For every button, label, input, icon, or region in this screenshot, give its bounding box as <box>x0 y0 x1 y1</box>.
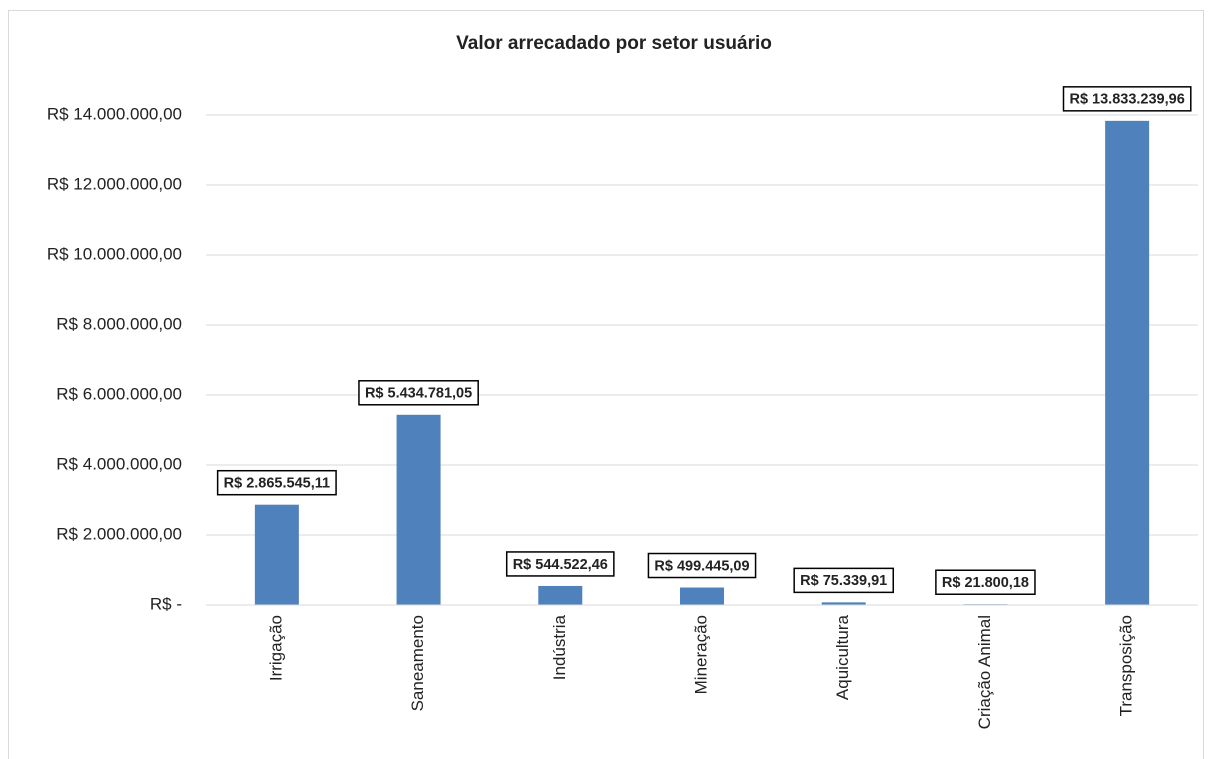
data-label: R$ 5.434.781,05 <box>365 386 472 402</box>
x-tick-label: Aquicultura <box>833 614 852 700</box>
bar <box>680 587 724 605</box>
data-label-box <box>216 469 337 496</box>
data-label: R$ 13.833.239,96 <box>1069 92 1184 108</box>
y-tick-label: R$ 14.000.000,00 <box>47 104 182 123</box>
bar <box>254 504 299 605</box>
x-tick-label: Indústria <box>550 614 569 680</box>
data-label: R$ 499.445,09 <box>654 558 749 574</box>
data-label-box <box>647 552 757 579</box>
chart-title: Valor arrecadado por setor usuário <box>456 33 772 54</box>
bar <box>396 414 441 605</box>
x-tick-label: Transposição <box>1117 615 1136 716</box>
y-tick-label: R$ 4.000.000,00 <box>56 454 182 473</box>
x-tick-label: Irrigação <box>266 615 285 681</box>
y-tick-label: R$ - <box>150 594 182 613</box>
y-tick-label: R$ 2.000.000,00 <box>56 524 182 543</box>
bar <box>1105 120 1150 605</box>
bar <box>538 585 583 605</box>
y-tick-label: R$ 8.000.000,00 <box>56 314 182 333</box>
data-label-box <box>1062 86 1192 112</box>
y-tick-label: R$ 12.000.000,00 <box>47 174 182 193</box>
data-label-box <box>505 551 615 577</box>
data-label-box <box>793 567 895 594</box>
x-tick-label: Criação Animal <box>975 615 994 729</box>
y-tick-label: R$ 6.000.000,00 <box>56 384 182 403</box>
data-label: R$ 75.339,91 <box>800 573 887 589</box>
data-label: R$ 21.800,18 <box>942 575 1029 591</box>
x-tick-label: Mineração <box>691 615 710 694</box>
data-label-box <box>358 380 479 406</box>
chart-border <box>8 10 1204 759</box>
y-tick-label: R$ 10.000.000,00 <box>47 244 182 263</box>
x-tick-label: Saneamento <box>408 615 427 711</box>
data-label: R$ 544.522,46 <box>513 557 608 573</box>
bar <box>821 602 866 605</box>
data-label-box <box>935 569 1036 595</box>
data-label: R$ 2.865.545,11 <box>224 476 330 492</box>
